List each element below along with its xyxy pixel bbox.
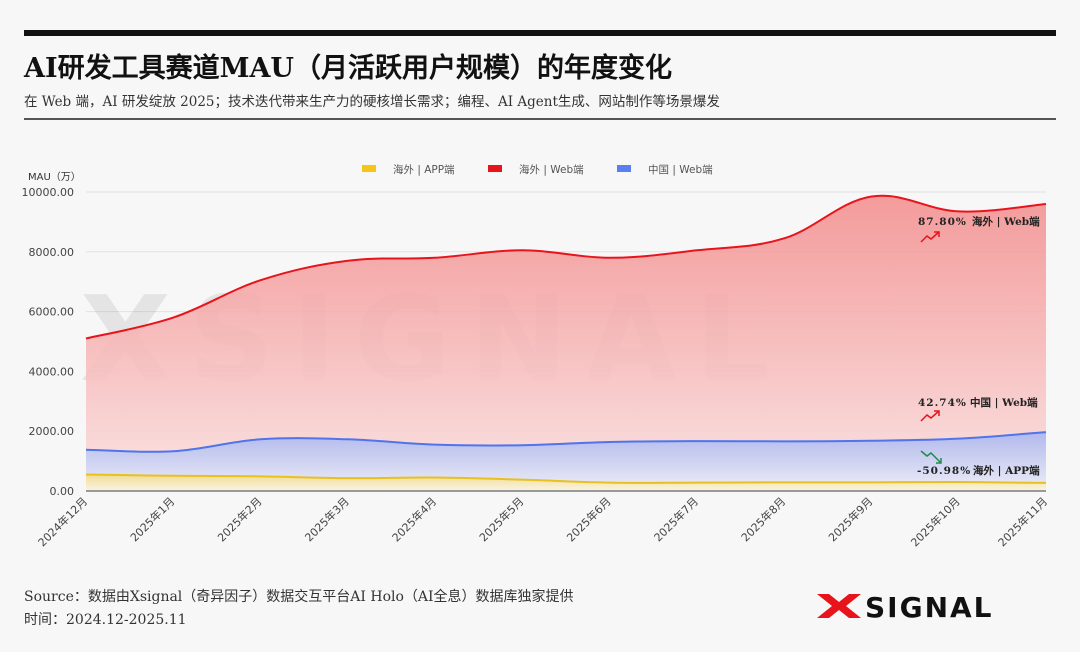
x-tick-label: 2025年9月: [825, 494, 875, 544]
trend-up-icon: [920, 231, 940, 243]
svg-text:87.80%: 87.80%: [918, 216, 967, 228]
trend-down-icon: [920, 450, 942, 464]
svg-text:海外 | Web端: 海外 | Web端: [972, 215, 1040, 228]
x-tick-label: 2025年3月: [302, 494, 352, 544]
x-tick-label: 2025年8月: [738, 494, 788, 544]
legend-label[interactable]: 海外 | APP端: [393, 163, 455, 176]
legend-label[interactable]: 海外 | Web端: [519, 163, 584, 176]
x-tick-label: 2025年2月: [214, 494, 264, 544]
x-mark-icon: [817, 594, 861, 618]
x-axis-labels: 2024年12月 2025年1月 2025年2月 2025年3月 2025年4月 2025…: [35, 494, 1050, 549]
x-tick-label: 2025年6月: [564, 494, 614, 544]
y-tick-label: 6000.00: [29, 306, 75, 319]
legend-swatch: [362, 165, 376, 172]
x-tick-label: 2025年4月: [389, 494, 439, 544]
y-tick-label: 8000.00: [29, 246, 75, 259]
x-tick-label: 2024年12月: [35, 494, 90, 549]
y-tick-label: 0.00: [50, 485, 75, 498]
line-china-web: [85, 431, 1047, 453]
xsignal-logo: SIGNAL: [817, 591, 994, 624]
chart-legend: 海外 | APP端 海外 | Web端 中国 | Web端: [362, 163, 713, 176]
y-axis-label: MAU（万）: [28, 171, 81, 183]
x-tick-label: 2025年11月: [995, 494, 1050, 549]
area-overseas-web: [86, 195, 1046, 491]
x-tick-label: 2025年7月: [651, 494, 701, 544]
legend-label[interactable]: 中国 | Web端: [648, 163, 713, 176]
page-subtitle: 在 Web 端，AI 研发绽放 2025；技术迭代带来生产力的硬核增长需求；编程…: [24, 94, 720, 110]
y-tick-label: 10000.00: [22, 186, 75, 199]
mau-area-chart: MAU（万） 0.00 2000.00 4000.00 6000.00 8000.00 1…: [22, 163, 1051, 549]
line-overseas-web: [85, 194, 1047, 340]
legend-swatch: [617, 165, 631, 172]
x-tick-label: 2025年1月: [127, 494, 177, 544]
y-tick-label: 2000.00: [29, 425, 75, 438]
trend-up-icon: [920, 410, 940, 422]
source-note: Source：数据由Xsignal（奇异因子）数据交互平台AI Holo（AI全…: [24, 589, 574, 605]
time-range-note: 时间：2024.12-2025.11: [24, 612, 187, 628]
annotation-overseas-web: 87.80% 海外 | Web端: [918, 215, 1040, 243]
svg-text:SIGNAL: SIGNAL: [865, 591, 994, 624]
svg-text:中国 | Web端: 中国 | Web端: [970, 396, 1038, 409]
top-rule: [24, 30, 1056, 36]
line-overseas-app: [85, 473, 1047, 484]
header-divider: [24, 118, 1056, 120]
annotation-china-web: 42.74% 中国 | Web端: [918, 396, 1038, 422]
x-tick-label: 2025年10月: [908, 494, 963, 549]
annotation-overseas-app: -50.98% 海外 | APP端: [917, 450, 1040, 477]
svg-text:-50.98%: -50.98%: [917, 465, 971, 477]
y-tick-label: 4000.00: [29, 365, 75, 378]
svg-text:海外 | APP端: 海外 | APP端: [973, 464, 1040, 477]
legend-swatch: [488, 165, 502, 172]
page-title: AI研发工具赛道MAU（月活跃用户规模）的年度变化: [24, 53, 672, 84]
area-china-web: [86, 432, 1046, 491]
x-tick-label: 2025年5月: [476, 494, 526, 544]
svg-text:42.74%: 42.74%: [918, 397, 967, 409]
